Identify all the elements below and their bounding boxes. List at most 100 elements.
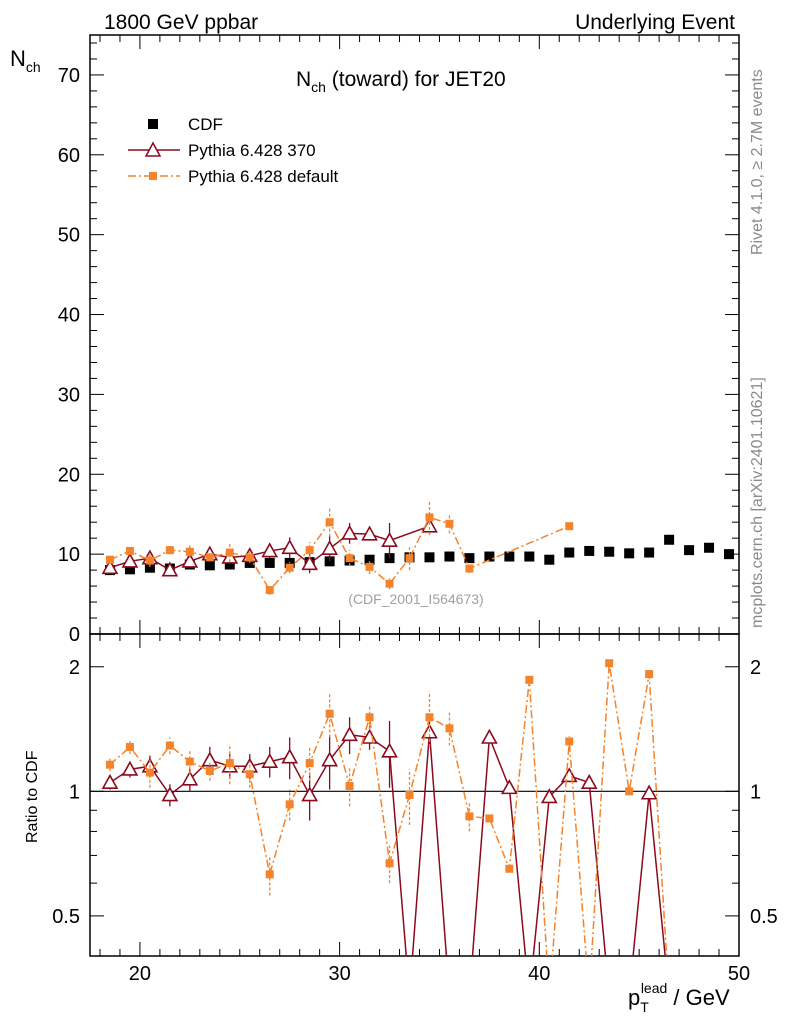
data-point-pdef (345, 554, 354, 563)
ratio-point-pdef (565, 737, 574, 746)
ratio-data-group (101, 659, 668, 956)
legend: CDF Pythia 6.428 370 Pythia 6.428 defaul… (128, 115, 339, 186)
data-point-pdef (305, 546, 314, 555)
y-tick-label: 40 (58, 305, 80, 327)
data-point-cdf (644, 547, 655, 558)
data-point-pdef (385, 579, 394, 588)
ratio-y-tick-label: 0.5 (52, 906, 80, 928)
data-point-cdf (504, 551, 515, 562)
y-tick-label: 0 (69, 624, 80, 646)
data-point-cdf (204, 560, 215, 571)
y-tick-label: 20 (58, 464, 80, 486)
ratio-panel-frame (89, 633, 740, 957)
data-point-pdef (105, 555, 114, 564)
data-point-cdf (604, 546, 615, 557)
ratio-line-pdef (109, 663, 668, 956)
data-point-cdf (684, 545, 695, 556)
y-tick-label: 70 (58, 65, 80, 87)
legend-marker-cdf (148, 119, 158, 129)
ratio-point-p370 (281, 748, 299, 764)
y-axis-label: Nch (10, 46, 41, 75)
x-axis-label: pTlead / GeV (628, 980, 730, 1015)
y-tick-label: 60 (58, 145, 80, 167)
ratio-point-p370 (381, 742, 398, 758)
ratio-point-p370 (261, 752, 279, 768)
legend-marker-pdef (149, 172, 157, 180)
side-text-bottom: mcplots.cern.ch [arXiv:2401.10621] (749, 377, 766, 628)
ratio-point-p370 (121, 760, 139, 776)
ratio-point-pdef (225, 759, 234, 768)
ratio-point-pdef (605, 659, 614, 668)
ratio-point-p370 (580, 773, 598, 789)
data-point-pdef (425, 513, 434, 522)
ratio-point-p370 (481, 728, 498, 744)
ratio-point-pdef (485, 814, 494, 823)
data-point-cdf (624, 548, 635, 559)
ratio-y-tick-label: 2 (69, 657, 80, 679)
data-point-pdef (465, 564, 474, 573)
ratio-point-pdef (405, 790, 414, 799)
data-point-cdf (564, 547, 575, 558)
ratio-point-pdef (245, 770, 254, 779)
analysis-watermark: (CDF_2001_I564673) (348, 591, 483, 607)
ratio-y-tick-label-right: 2 (750, 657, 761, 679)
ratio-point-pdef (305, 759, 314, 768)
data-point-pdef (445, 519, 454, 528)
data-point-pdef (325, 518, 334, 527)
ratio-point-p370 (500, 779, 518, 795)
header-left: 1800 GeV ppbar (104, 11, 258, 34)
data-point-pdef (185, 547, 194, 556)
legend-label-cdf: CDF (188, 115, 223, 134)
data-point-pdef (125, 546, 134, 555)
data-point-cdf (144, 562, 155, 573)
ratio-point-pdef (145, 768, 154, 777)
ratio-point-pdef (625, 787, 634, 796)
x-tick-label: 20 (129, 963, 151, 985)
data-point-cdf (464, 553, 475, 564)
data-point-pdef (225, 548, 234, 557)
data-point-cdf (724, 549, 735, 560)
side-text-top: Rivet 4.1.0, ≥ 2.7M events (749, 69, 766, 255)
legend-marker-p370 (144, 141, 162, 157)
data-point-cdf (524, 551, 535, 562)
data-point-cdf (424, 552, 435, 563)
ratio-point-pdef (345, 782, 354, 791)
main-data-group (101, 499, 735, 595)
data-point-cdf (124, 564, 135, 575)
data-point-pdef (205, 553, 214, 562)
data-point-p370 (321, 539, 338, 555)
ratio-point-pdef (185, 757, 194, 766)
ratio-point-pdef (385, 859, 394, 868)
data-point-p370 (301, 555, 319, 571)
ratio-point-pdef (205, 766, 214, 775)
x-tick-label: 40 (528, 963, 550, 985)
data-point-cdf (264, 557, 275, 568)
legend-label-p370: Pythia 6.428 370 (188, 141, 316, 160)
data-point-pdef (405, 554, 414, 563)
data-point-pdef (245, 553, 254, 562)
data-point-cdf (704, 542, 715, 553)
x-tick-label: 30 (328, 963, 350, 985)
data-point-p370 (101, 559, 119, 575)
ratio-y-tick-label-right: 1 (750, 781, 761, 803)
ratio-point-pdef (505, 864, 514, 873)
ratio-point-p370 (321, 751, 338, 767)
ratio-point-p370 (560, 767, 578, 783)
ratio-point-pdef (165, 741, 174, 750)
ratio-point-pdef (425, 713, 434, 722)
y-tick-label: 30 (58, 384, 80, 406)
data-point-cdf (224, 559, 235, 570)
ratio-point-pdef (325, 709, 334, 718)
data-point-p370 (161, 561, 179, 577)
series-line-pdef (109, 516, 570, 592)
data-point-p370 (381, 531, 398, 547)
ratio-point-pdef (365, 713, 374, 722)
legend-label-pdef: Pythia 6.428 default (188, 167, 339, 186)
data-point-p370 (281, 539, 299, 555)
ratio-y-tick-label: 1 (69, 781, 80, 803)
data-point-cdf (484, 551, 495, 562)
y-tick-label: 10 (58, 544, 80, 566)
data-point-pdef (285, 563, 294, 572)
ratio-point-pdef (285, 800, 294, 809)
